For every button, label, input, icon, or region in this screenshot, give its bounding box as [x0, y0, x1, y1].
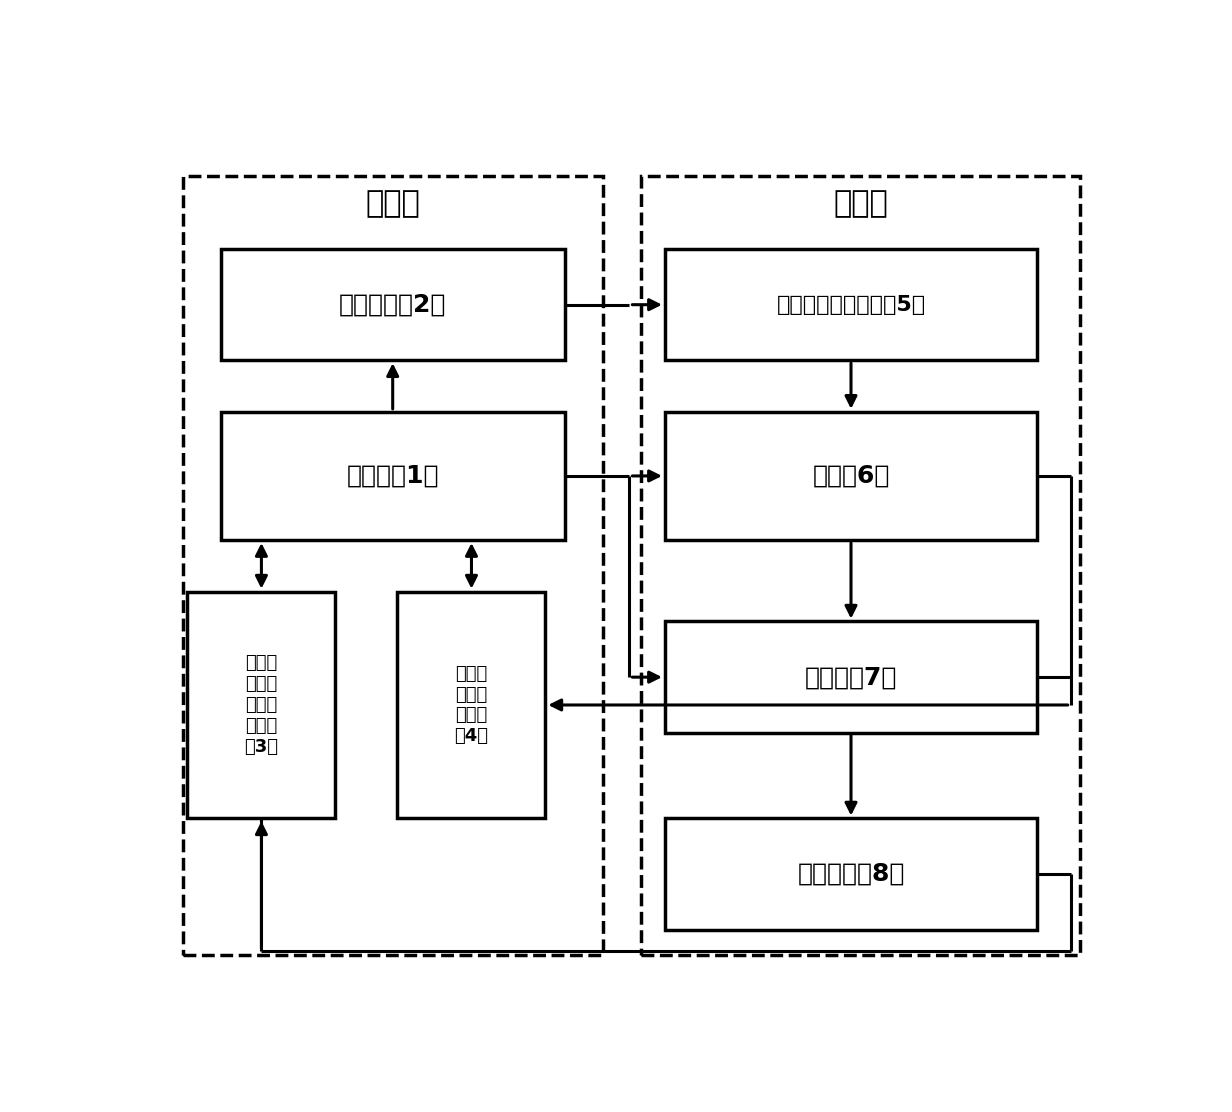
Text: 辅助电源调节电路（5）: 辅助电源调节电路（5）	[776, 295, 925, 315]
Bar	[665, 249, 1037, 360]
Text: 试品柜: 试品柜	[833, 189, 888, 218]
Bar	[221, 411, 564, 540]
Bar	[665, 622, 1037, 733]
Text: 断路器（7）: 断路器（7）	[804, 665, 897, 689]
Text: 驱动电路（2）: 驱动电路（2）	[339, 292, 446, 317]
Text: 控制柜: 控制柜	[366, 189, 420, 218]
Text: 负载电路（8）: 负载电路（8）	[797, 862, 904, 886]
Text: 电动操
作机构
状态监
测电路
（3）: 电动操 作机构 状态监 测电路 （3）	[244, 654, 278, 755]
Bar	[665, 411, 1037, 540]
Bar	[641, 176, 1080, 955]
Bar	[665, 818, 1037, 930]
Bar	[182, 176, 602, 955]
Bar	[187, 592, 335, 818]
Text: 断路器
状态监
测电路
（4）: 断路器 状态监 测电路 （4）	[455, 665, 488, 745]
Bar	[221, 249, 564, 360]
Text: 工控机（1）: 工控机（1）	[346, 464, 439, 488]
Bar	[398, 592, 546, 818]
Text: 试品（6）: 试品（6）	[812, 464, 890, 488]
